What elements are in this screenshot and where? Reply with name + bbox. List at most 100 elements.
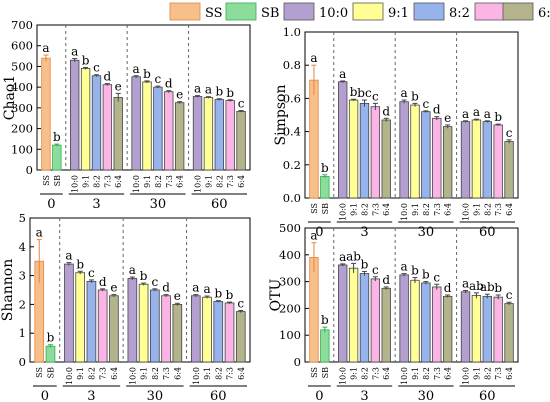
group-0: a SS b SB 0: [308, 229, 331, 402]
y-tick-label: 100: [11, 142, 33, 156]
significance-letter: d: [382, 104, 390, 118]
bar-8-2: [214, 99, 224, 171]
significance-letter: c: [506, 288, 513, 302]
y-tick-label: 1.0: [283, 25, 301, 39]
y-tick-label: 4: [19, 240, 26, 254]
category-label: 6:4: [110, 367, 119, 380]
group-label: 30: [418, 225, 435, 240]
significance-letter: a: [401, 260, 408, 274]
group-label: 30: [150, 197, 167, 212]
group-0: a SS b SB 0: [308, 51, 331, 240]
category-label: 6:4: [505, 203, 514, 216]
significance-letter: ab: [469, 279, 484, 293]
bar-6-4: [442, 126, 453, 199]
category-label: 8:2: [87, 367, 96, 380]
group-3: a 10:0 b 9:1 bc 8:2 c 7:3 d 6:4 3: [336, 67, 393, 240]
significance-letter: d: [162, 281, 170, 295]
bar-10-0: [192, 96, 203, 171]
significance-letter: d: [433, 103, 441, 117]
significance-letter: b: [47, 331, 55, 345]
bar-10-0: [338, 264, 348, 363]
legend-label-sb: SB: [261, 6, 279, 21]
category-label: 9:1: [350, 203, 359, 216]
category-label: 9:1: [350, 367, 359, 380]
bar-6-4: [172, 303, 183, 363]
bar-sb: [45, 345, 56, 363]
bar-sb: [320, 329, 330, 363]
bar-7-3: [102, 84, 113, 171]
legend-swatch-6-4: [502, 2, 534, 21]
significance-letter: b: [226, 86, 234, 100]
category-label: 9:1: [76, 367, 85, 380]
y-tick-label: 100: [279, 328, 301, 342]
bar-9-1: [348, 99, 359, 199]
bar-6-4: [504, 303, 514, 363]
y-axis-label: Chao1: [2, 75, 18, 120]
bar-9-1: [348, 267, 359, 363]
group-60: a 10:0 a 9:1 b 8:2 b 7:3 c 6:4 60: [189, 281, 247, 402]
bar-7-3: [370, 278, 381, 363]
bar-9-1: [471, 295, 482, 363]
significance-letter: e: [115, 79, 122, 93]
legend-item-sb: SB: [225, 2, 279, 21]
bar-sb: [52, 144, 62, 171]
significance-letter: a: [339, 250, 346, 264]
significance-letter: a: [36, 226, 43, 240]
category-label: 8:2: [214, 367, 223, 380]
category-label: 6:4: [237, 367, 246, 380]
y-axis-label: Shannon: [0, 259, 16, 321]
category-label: SS: [42, 175, 51, 186]
significance-letter: b: [53, 130, 61, 144]
category-label: 8:2: [360, 203, 369, 216]
significance-letter: b: [494, 110, 502, 124]
bar-8-2: [213, 301, 224, 363]
significance-letter: c: [372, 263, 379, 277]
category-label: 10:0: [462, 203, 471, 221]
category-label: 8:2: [483, 367, 492, 380]
category-label: 10:0: [192, 367, 201, 385]
bar-6-4: [109, 295, 119, 363]
category-label: 7:3: [226, 175, 235, 188]
y-tick-label: 0: [26, 163, 33, 177]
bar-6-4: [235, 311, 246, 363]
bar-6-4: [381, 287, 391, 363]
bar-8-2: [421, 282, 431, 363]
category-label: 9:1: [411, 203, 420, 216]
y-tick-label: 2: [19, 297, 26, 311]
significance-letter: c: [372, 89, 379, 103]
significance-letter: a: [42, 41, 49, 55]
bar-7-3: [493, 296, 503, 363]
category-label: 6:4: [382, 203, 391, 216]
category-label: 9:1: [203, 367, 212, 380]
category-label: SB: [321, 367, 330, 378]
category-label: 7:3: [371, 203, 380, 216]
group-label: 0: [41, 389, 49, 402]
significance-letter: b: [422, 268, 430, 282]
group-label: 3: [360, 389, 368, 402]
category-label: 7:3: [494, 367, 503, 380]
group-3: a 10:0 ab 9:1 b 8:2 c 7:3 d 6:4 3: [336, 249, 393, 402]
bar-ss: [41, 57, 51, 171]
y-axis-label: Simpson: [273, 85, 289, 146]
bar-7-3: [224, 302, 235, 363]
significance-letter: c: [151, 275, 158, 289]
category-label: 9:1: [204, 175, 213, 188]
significance-letter: c: [93, 61, 100, 75]
bar-9-1: [202, 296, 212, 363]
significance-letter: c: [88, 266, 95, 280]
bar-9-1: [410, 104, 420, 199]
bar-6-4: [113, 97, 123, 171]
bar-7-3: [225, 100, 235, 171]
significance-letter: d: [382, 273, 390, 287]
y-tick-label: 700: [11, 18, 33, 32]
significance-letter: a: [462, 107, 469, 121]
bar-8-2: [482, 121, 492, 199]
bar-9-1: [471, 119, 482, 199]
significance-letter: ab: [346, 249, 361, 263]
y-axis-label: OTU: [268, 278, 284, 311]
bar-9-1: [138, 283, 149, 363]
bar-10-0: [338, 81, 348, 199]
bar-9-1: [142, 81, 152, 171]
significance-letter: a: [133, 62, 140, 76]
